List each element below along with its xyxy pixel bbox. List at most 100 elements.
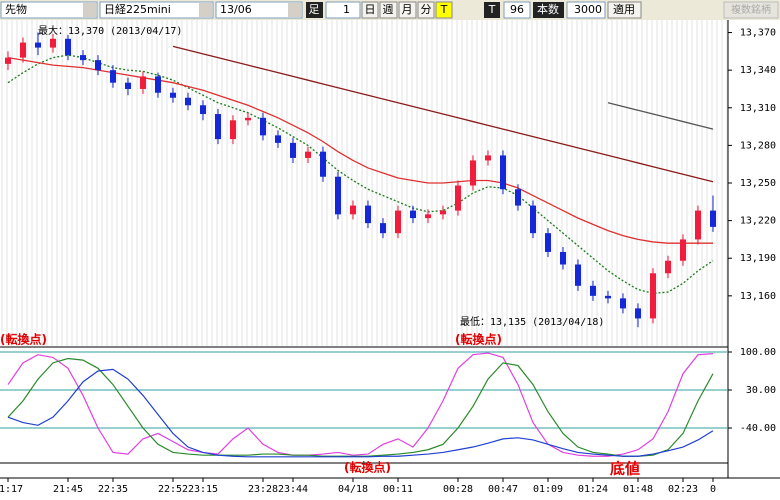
y-tick-label: 13,160 — [740, 291, 776, 302]
candle-body — [560, 251, 566, 265]
indicator-line — [607, 102, 714, 130]
candle-body — [470, 160, 476, 186]
candle-body — [275, 135, 281, 143]
indicator-line — [7, 368, 714, 458]
candle-body — [455, 185, 461, 211]
candle-body — [635, 308, 641, 319]
bar-button-text: 足 — [309, 3, 320, 16]
count-input[interactable] — [566, 1, 606, 19]
candle-body — [410, 210, 416, 219]
day-button[interactable] — [361, 1, 379, 19]
contract-select[interactable] — [215, 1, 303, 19]
candle-body — [605, 295, 611, 299]
x-tick-label: 21:45 — [53, 484, 83, 495]
candle-body — [215, 114, 221, 140]
candle-body — [245, 117, 251, 121]
candle-body — [140, 76, 146, 89]
min-annotation: 最低：13,135 (2013/04/18) — [460, 315, 604, 328]
y-tick-label: 13,310 — [740, 103, 776, 114]
x-tick-label: 01:24 — [578, 484, 608, 495]
x-tick-label: 00:11 — [383, 484, 413, 495]
y-tick-label: 13,340 — [740, 65, 776, 76]
minute-text: 分 — [421, 3, 432, 16]
symbol-text: 日経225mini — [104, 3, 171, 16]
candle-body — [440, 210, 446, 215]
y-tick-label: 13,370 — [740, 28, 776, 39]
candle-body — [155, 76, 161, 93]
candle-body — [665, 260, 671, 274]
multi-symbol-text: 複数銘柄 — [731, 3, 771, 16]
candle-body — [200, 105, 206, 115]
minute-button[interactable] — [417, 1, 435, 19]
candle-body — [575, 264, 581, 286]
t-label-text: T — [488, 3, 496, 16]
bar-count-input[interactable] — [325, 1, 361, 19]
indicator-line — [7, 352, 714, 457]
candle-body — [425, 214, 431, 219]
candle-body — [170, 92, 176, 98]
y-tick-label: 30.00 — [746, 385, 776, 396]
x-tick-label: 23:28 — [248, 484, 278, 495]
t-label — [484, 2, 500, 18]
candle-body — [620, 298, 626, 309]
month-button[interactable] — [398, 1, 417, 19]
candle-body — [680, 239, 686, 261]
plot-background — [0, 20, 728, 346]
week-button[interactable] — [379, 1, 398, 19]
candle-body — [650, 273, 656, 319]
candle-body — [710, 210, 716, 227]
contract-text: 13/06 — [220, 3, 252, 16]
x-tick-label: 23:15 — [188, 484, 218, 495]
candle-body — [110, 70, 116, 83]
candle-body — [185, 97, 191, 106]
candle-body — [335, 176, 341, 215]
candle-body — [695, 210, 701, 240]
market-text: 先物 — [5, 2, 27, 16]
candle-body — [65, 38, 71, 56]
x-tick-label: 00:28 — [443, 484, 473, 495]
candle-body — [50, 38, 56, 48]
y-tick-label: 100.00 — [740, 347, 776, 358]
interval-input[interactable] — [503, 1, 531, 19]
candle-body — [500, 155, 506, 190]
x-tick-label: 04/18 — [338, 484, 368, 495]
candle-body — [395, 210, 401, 234]
indicator-line — [172, 45, 714, 183]
apply-button[interactable] — [607, 1, 642, 19]
x-tick-label: 22:35 — [98, 484, 128, 495]
candle-body — [5, 57, 11, 64]
bar-count-text: 1 — [343, 3, 350, 16]
candle-body — [320, 151, 326, 177]
count-label — [533, 2, 564, 18]
bar-button[interactable] — [306, 2, 323, 18]
x-tick-label: 22:52 — [158, 484, 188, 495]
candle-body — [350, 205, 356, 215]
candle-body — [260, 117, 266, 136]
turning-point-label: (転換点) — [455, 332, 502, 347]
candle-body — [125, 82, 131, 89]
candle-body — [530, 205, 536, 234]
tick-text: T — [440, 3, 448, 16]
month-text: 月 — [402, 3, 413, 16]
dropdown-arrow[interactable] — [199, 3, 212, 17]
market-select[interactable] — [0, 1, 98, 19]
indicator-line — [7, 357, 714, 457]
x-tick-label: 00:47 — [488, 484, 518, 495]
turning-point-label: (転換点) — [344, 460, 391, 475]
multi-symbol-button[interactable] — [723, 1, 779, 19]
bottom-price-label: 底値 — [610, 460, 640, 478]
candle-body — [95, 60, 101, 71]
candle-body — [515, 189, 521, 206]
turning-point-label: (転換点) — [0, 332, 47, 347]
candle-body — [305, 151, 311, 158]
week-text: 週 — [383, 3, 394, 16]
tick-button[interactable] — [435, 1, 453, 19]
dropdown-arrow[interactable] — [288, 3, 301, 17]
dropdown-arrow[interactable] — [83, 3, 96, 17]
candle-body — [20, 42, 26, 58]
symbol-select[interactable] — [99, 1, 214, 19]
x-tick-label: 23:44 — [278, 484, 308, 495]
candle-body — [80, 55, 86, 61]
day-text: 日 — [365, 3, 376, 16]
